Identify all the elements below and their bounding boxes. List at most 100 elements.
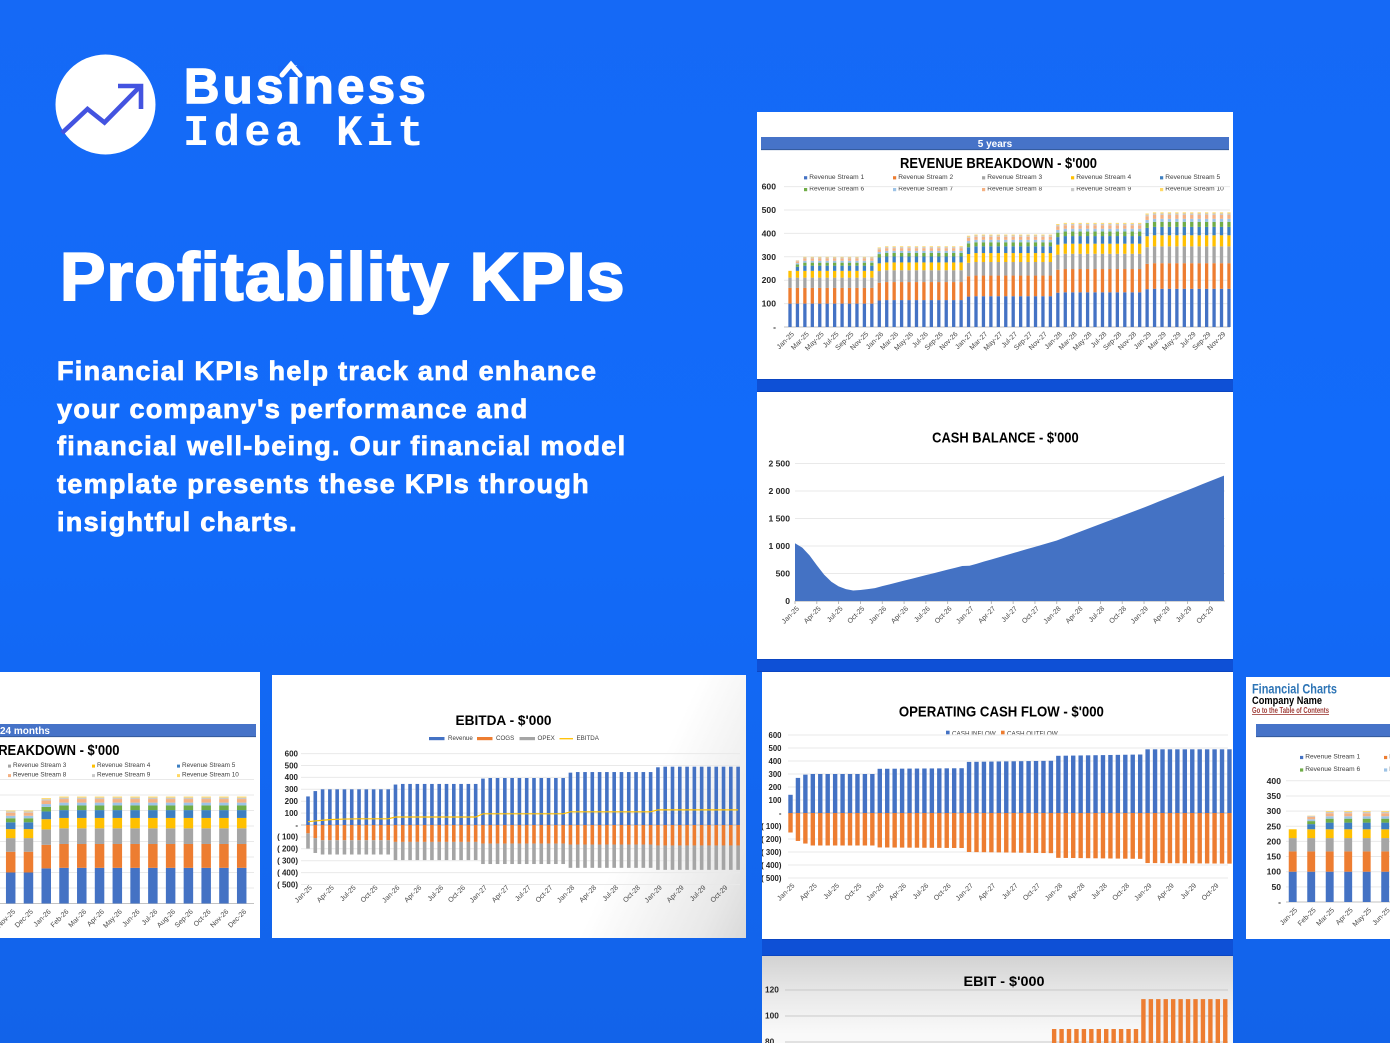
svg-text:Jul-26: Jul-26 — [912, 882, 931, 901]
svg-text:Aug-26: Aug-26 — [156, 908, 177, 929]
svg-text:Oct-29: Oct-29 — [710, 884, 730, 904]
svg-text:Jul-26: Jul-26 — [913, 605, 932, 624]
svg-text:Apr-28: Apr-28 — [578, 884, 598, 904]
svg-text:200: 200 — [762, 275, 777, 285]
svg-text:Jan-28: Jan-28 — [1043, 605, 1063, 625]
svg-text:Jul-25: Jul-25 — [823, 882, 842, 901]
svg-text:Oct-25: Oct-25 — [844, 882, 864, 902]
svg-text:Apr-26: Apr-26 — [890, 605, 910, 625]
svg-text:May-26: May-26 — [102, 908, 124, 930]
svg-text:Jul-27: Jul-27 — [514, 884, 533, 903]
svg-text:Revenue Stream 8: Revenue Stream 8 — [987, 186, 1042, 193]
svg-text:Revenue Stream 4: Revenue Stream 4 — [1076, 174, 1131, 181]
svg-text:CASH OUTFLOW: CASH OUTFLOW — [1007, 731, 1058, 738]
svg-text:Feb-25: Feb-25 — [1297, 907, 1318, 928]
svg-text:( 400): ( 400) — [277, 868, 298, 877]
svg-text:600: 600 — [762, 182, 777, 192]
svg-text:Jan-27: Jan-27 — [955, 605, 975, 625]
svg-text:300: 300 — [285, 785, 299, 794]
svg-text:Apr-25: Apr-25 — [803, 605, 823, 625]
svg-text:Revenue Stream 4: Revenue Stream 4 — [97, 762, 151, 769]
svg-text:Revenue Stream 10: Revenue Stream 10 — [1165, 186, 1224, 193]
svg-text:Nov-26: Nov-26 — [209, 908, 230, 929]
svg-text:( 400): ( 400) — [762, 861, 782, 870]
svg-text:( 100): ( 100) — [762, 822, 782, 831]
svg-text:100: 100 — [762, 299, 777, 309]
svg-text:Oct-26: Oct-26 — [933, 882, 953, 902]
svg-text:-: - — [779, 809, 782, 818]
svg-text:Apr-27: Apr-27 — [977, 605, 997, 625]
svg-text:2 000: 2 000 — [768, 486, 790, 496]
svg-text:Revenue Stream 7: Revenue Stream 7 — [898, 186, 953, 193]
svg-text:Apr-28: Apr-28 — [1065, 605, 1085, 625]
svg-text:Apr-29: Apr-29 — [1152, 605, 1172, 625]
svg-text:Mar-26: Mar-26 — [68, 908, 89, 929]
svg-text:Jan-26: Jan-26 — [33, 908, 53, 928]
svg-text:Dec-26: Dec-26 — [227, 908, 248, 929]
svg-text:Revenue Stream 9: Revenue Stream 9 — [97, 772, 151, 779]
svg-text:REVENUE BREAKDOWN - $'000: REVENUE BREAKDOWN - $'000 — [900, 156, 1097, 172]
svg-text:Oct-27: Oct-27 — [535, 884, 555, 904]
svg-text:1 500: 1 500 — [768, 514, 790, 524]
svg-text:600: 600 — [285, 749, 299, 758]
svg-text:Jul-27: Jul-27 — [1001, 882, 1020, 901]
svg-text:Apr-25: Apr-25 — [799, 882, 819, 902]
svg-text:Apr-27: Apr-27 — [977, 882, 997, 902]
svg-text:120: 120 — [765, 985, 779, 995]
svg-text:( 300): ( 300) — [277, 857, 298, 866]
svg-text:100: 100 — [1267, 867, 1282, 877]
svg-text:Jun-26: Jun-26 — [121, 908, 141, 928]
svg-text:Go to the Table of Contents: Go to the Table of Contents — [1252, 706, 1329, 715]
svg-text:Jan-28: Jan-28 — [1044, 882, 1064, 902]
svg-text:400: 400 — [1267, 776, 1282, 786]
svg-text:Jul-28: Jul-28 — [602, 884, 621, 903]
svg-text:400: 400 — [762, 228, 777, 238]
svg-text:Jan-29: Jan-29 — [1130, 605, 1150, 625]
svg-text:500: 500 — [776, 569, 791, 579]
svg-text:250: 250 — [1267, 821, 1282, 831]
svg-text:Revenue Stream 3: Revenue Stream 3 — [13, 762, 67, 769]
svg-text:OPEX: OPEX — [538, 735, 555, 742]
svg-text:100: 100 — [285, 809, 299, 818]
svg-text:200: 200 — [768, 783, 782, 792]
svg-text:0: 0 — [785, 596, 790, 606]
svg-text:400: 400 — [285, 773, 299, 782]
svg-text:EBITDA - $'000: EBITDA - $'000 — [456, 712, 552, 728]
svg-text:Revenue Stream 6: Revenue Stream 6 — [809, 186, 864, 193]
svg-text:Jan-26: Jan-26 — [868, 605, 888, 625]
svg-text:Jul-25: Jul-25 — [339, 884, 358, 903]
svg-text:Oct-28: Oct-28 — [1111, 882, 1131, 902]
svg-text:500: 500 — [762, 205, 777, 215]
svg-text:Company Name: Company Name — [1252, 695, 1322, 707]
svg-text:Revenue: Revenue — [448, 735, 473, 742]
svg-text:Oct-26: Oct-26 — [934, 605, 954, 625]
svg-text:Revenue Stream 3: Revenue Stream 3 — [987, 174, 1042, 181]
svg-text:Jan-29: Jan-29 — [1133, 882, 1153, 902]
svg-text:Oct-28: Oct-28 — [622, 884, 642, 904]
svg-text:REVENUE BREAKDOWN - $'000: REVENUE BREAKDOWN - $'000 — [0, 743, 120, 759]
svg-text:CASH INFLOW: CASH INFLOW — [952, 731, 996, 738]
svg-text:Revenue Stream 6: Revenue Stream 6 — [1305, 766, 1360, 773]
svg-text:Jan-26: Jan-26 — [381, 884, 401, 904]
svg-text:Jun-25: Jun-25 — [1372, 907, 1390, 927]
svg-text:( 300): ( 300) — [762, 848, 782, 857]
svg-text:EBITDA: EBITDA — [577, 735, 600, 742]
svg-text:Jul-26: Jul-26 — [427, 884, 446, 903]
svg-text:Jan-28: Jan-28 — [556, 884, 576, 904]
svg-text:OPERATING CASH FLOW - $'000: OPERATING CASH FLOW - $'000 — [899, 704, 1104, 721]
svg-text:-: - — [773, 322, 776, 332]
svg-text:200: 200 — [285, 797, 299, 806]
svg-text:Apr-29: Apr-29 — [1156, 882, 1176, 902]
svg-text:2 500: 2 500 — [768, 459, 790, 469]
svg-text:Jan-25: Jan-25 — [781, 605, 801, 625]
svg-text:300: 300 — [768, 770, 782, 779]
svg-text:Jul-29: Jul-29 — [1180, 882, 1199, 901]
svg-text:Revenue Stream 1: Revenue Stream 1 — [1305, 754, 1360, 761]
svg-text:Oct-29: Oct-29 — [1201, 882, 1221, 902]
svg-text:80: 80 — [765, 1037, 775, 1043]
svg-text:Jul-25: Jul-25 — [826, 605, 845, 624]
svg-text:Revenue Stream 1: Revenue Stream 1 — [809, 174, 864, 181]
svg-text:Jan-26: Jan-26 — [866, 882, 886, 902]
svg-text:Jul-29: Jul-29 — [689, 884, 708, 903]
svg-text:300: 300 — [1267, 806, 1282, 816]
